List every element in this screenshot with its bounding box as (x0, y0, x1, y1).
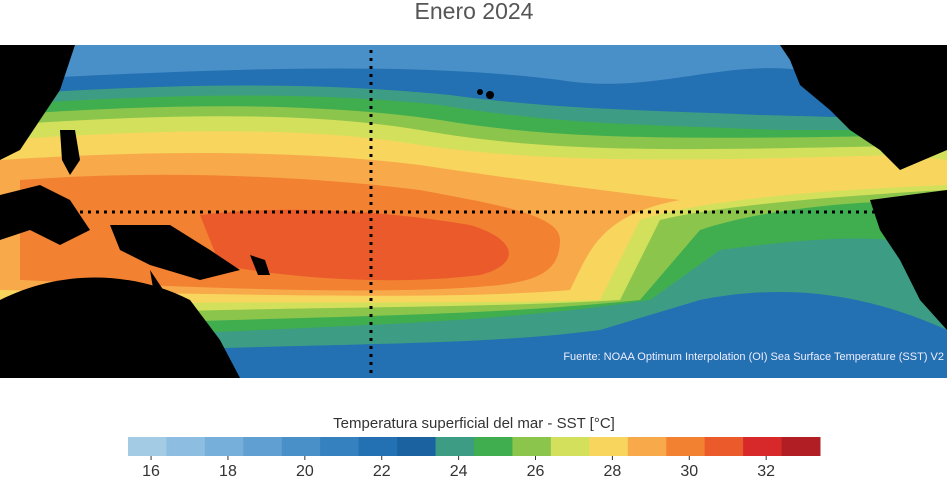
colorbar-bin (128, 437, 167, 456)
tick-label: 24 (450, 463, 468, 480)
source-note: Fuente: NOAA Optimum Interpolation (OI) … (563, 351, 944, 363)
colorbar-bin (435, 437, 475, 456)
colorbar-bin (704, 437, 744, 456)
tick-label: 32 (757, 463, 775, 480)
tick-label: 16 (142, 463, 160, 480)
title: Enero 2024 (415, 0, 534, 24)
tick-label: 28 (604, 463, 622, 480)
colorbar-bin (781, 437, 821, 456)
colorbar-bin (397, 437, 437, 456)
colorbar: 16 18 20 22 24 26 28 30 32 (128, 437, 821, 480)
colorbar-bin (589, 437, 629, 456)
tick-label: 20 (296, 463, 314, 480)
colorbar-label: Temperatura superficial del mar - SST [°… (333, 415, 615, 432)
colorbar-bin (743, 437, 783, 456)
colorbar-bin (281, 437, 321, 456)
colorbar-bin (358, 437, 398, 456)
colorbar-bin (243, 437, 283, 456)
colorbar-bin (512, 437, 552, 456)
tick-label: 30 (680, 463, 698, 480)
colorbar-bin (666, 437, 706, 456)
colorbar-bin (627, 437, 667, 456)
colorbar-bin (166, 437, 206, 456)
colorbar-bin (550, 437, 590, 456)
colorbar-bin (320, 437, 360, 456)
colorbar-bin (204, 437, 244, 456)
tick-label: 22 (373, 463, 391, 480)
colorbar-bin (474, 437, 513, 456)
tick-label: 26 (527, 463, 545, 480)
sst-map: Fuente: NOAA Optimum Interpolation (OI) … (0, 45, 947, 378)
tick-label: 18 (219, 463, 237, 480)
